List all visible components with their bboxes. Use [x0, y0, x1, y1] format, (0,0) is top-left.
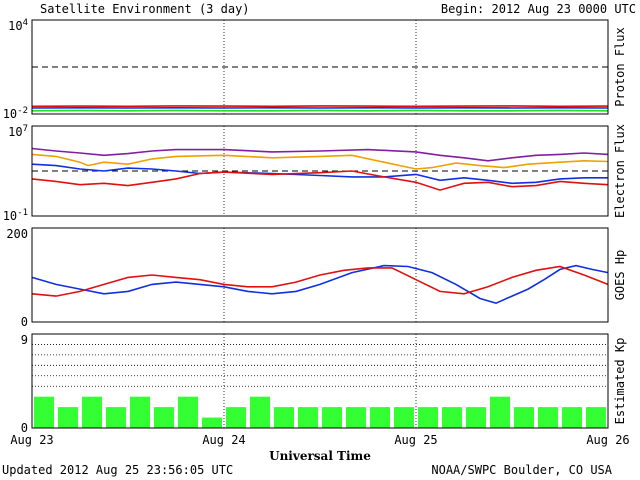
- chart-title: Satellite Environment (3 day): [40, 2, 250, 16]
- y-tick-label: 9: [21, 333, 28, 347]
- kp-bar: [106, 407, 126, 428]
- y-tick-exponent: -2: [17, 106, 28, 116]
- kp-bar: [418, 407, 438, 428]
- kp-bar: [34, 396, 54, 428]
- panel-4: 9 0 Estimated Kp: [21, 333, 627, 435]
- kp-bar: [274, 407, 294, 428]
- series-line-blue: [31, 264, 609, 305]
- series-line-red: [31, 265, 609, 297]
- kp-bar: [178, 396, 198, 428]
- kp-bar: [226, 407, 246, 428]
- panel-frame: [31, 19, 609, 115]
- kp-bar: [514, 407, 534, 428]
- x-tick-label: Aug 25: [394, 433, 437, 447]
- kp-bar: [82, 396, 102, 428]
- kp-bar: [370, 407, 390, 428]
- series-line-blue: [31, 163, 608, 185]
- x-tick-label: Aug 23: [10, 433, 53, 447]
- kp-bar: [346, 407, 366, 428]
- y-tick-label: 0: [21, 421, 28, 435]
- kp-bar: [202, 417, 222, 428]
- x-axis-label: Universal Time: [269, 449, 371, 463]
- x-tick-label: Aug 24: [202, 433, 245, 447]
- y-tick-label: 0: [21, 315, 28, 329]
- series-line-red: [31, 170, 609, 191]
- y-tick-exponent: -1: [17, 208, 28, 218]
- y-axis-label: GOES Hp: [613, 250, 627, 301]
- credit-text: NOAA/SWPC Boulder, CO USA: [431, 463, 612, 477]
- y-axis-label: Electron Flux: [613, 124, 627, 218]
- y-axis-label: Estimated Kp: [613, 338, 627, 425]
- kp-bar: [538, 407, 558, 428]
- begin-time: Begin: 2012 Aug 23 0000 UTC: [441, 2, 636, 16]
- panel-3: 200 0 GOES Hp: [6, 227, 627, 329]
- updated-timestamp: Updated 2012 Aug 25 23:56:05 UTC: [2, 463, 233, 477]
- kp-bar: [154, 407, 174, 428]
- kp-bar: [58, 407, 78, 428]
- y-tick-label: 104: [8, 18, 28, 33]
- kp-bar: [130, 396, 150, 428]
- y-tick-label: 200: [6, 227, 28, 241]
- panel-frame: [31, 333, 609, 429]
- kp-bar: [322, 407, 342, 428]
- kp-bar: [442, 407, 462, 428]
- panel-1: 104 10-2 Proton Flux: [3, 18, 627, 121]
- kp-bar: [586, 407, 606, 428]
- panel-frame: [31, 227, 609, 323]
- kp-bar: [250, 396, 270, 428]
- kp-bar: [490, 396, 510, 428]
- y-tick-label: 10-1: [3, 208, 28, 223]
- x-tick-label: Aug 26: [586, 433, 629, 447]
- kp-bar: [466, 407, 486, 428]
- kp-bar: [298, 407, 318, 428]
- y-tick-label: 107: [8, 124, 28, 139]
- kp-bar: [562, 407, 582, 428]
- series-line-orange: [31, 153, 609, 170]
- y-tick-exponent: 4: [23, 18, 28, 28]
- series-line-purple: [31, 147, 609, 162]
- kp-bar: [394, 407, 414, 428]
- y-tick-label: 10-2: [3, 106, 28, 121]
- y-tick-exponent: 7: [23, 124, 28, 134]
- x-axis: Aug 23 Aug 24 Aug 25 Aug 26: [10, 433, 629, 447]
- y-axis-label: Proton Flux: [613, 27, 627, 106]
- chart-panels: 104 10-2 Proton Flux 107 10-1 Electron Flux 20…: [3, 18, 627, 435]
- panel-frame: [31, 125, 609, 217]
- panel-2: 107 10-1 Electron Flux: [3, 124, 627, 223]
